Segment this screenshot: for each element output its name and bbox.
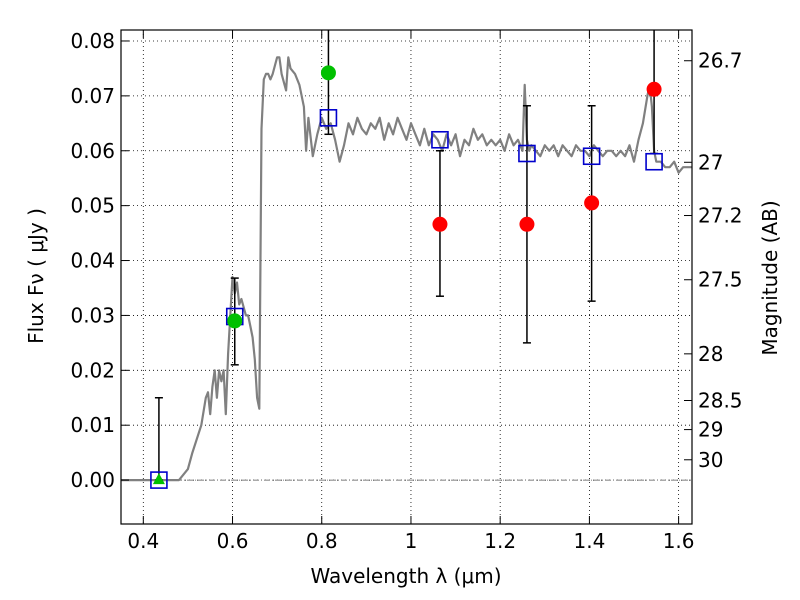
x-tick-label: 1.6 xyxy=(663,529,695,553)
x-axis-label: Wavelength λ (μm) xyxy=(310,564,501,588)
x-tick-label: 0.8 xyxy=(306,529,338,553)
observed-point xyxy=(584,195,600,211)
y-tick-label: 0.02 xyxy=(70,358,115,382)
y-tick-label: 0.04 xyxy=(70,249,115,273)
model-photometry-point xyxy=(518,144,536,163)
x-tick-label: 1 xyxy=(405,529,418,553)
y-tick-label: 0.01 xyxy=(70,413,115,437)
right-tick-label: 28.5 xyxy=(698,389,743,413)
right-tick-label: 27.2 xyxy=(698,204,743,228)
model-photometry-point xyxy=(319,109,338,127)
model-photometry-point xyxy=(582,147,601,166)
x-tick-label: 0.4 xyxy=(127,529,159,553)
model-photometry-point xyxy=(431,130,449,149)
y-tick-label: 0.07 xyxy=(70,84,115,108)
right-tick-label: 30 xyxy=(698,448,723,472)
errorbar-layer xyxy=(154,30,659,481)
right-tick-label: 26.7 xyxy=(698,49,743,73)
y-tick-label: 0.00 xyxy=(70,468,115,492)
y-tick-label: 0.05 xyxy=(70,194,115,218)
observed-point xyxy=(646,81,662,97)
y-axis-label: Flux Fν ( μJy ) xyxy=(24,208,48,344)
right-tick-label: 28 xyxy=(698,342,723,366)
y-tick-label: 0.03 xyxy=(70,303,115,327)
x-tick-label: 1.4 xyxy=(573,529,605,553)
spectrum-line xyxy=(121,56,692,482)
observed-point xyxy=(432,216,448,232)
tick-layer: 0.4 0.6 0.8 1 1.2 1.4 1.6 0.00 0.01 0.02 0.03 0.04 0… xyxy=(70,29,742,553)
y-tick-label: 0.08 xyxy=(70,29,115,53)
marker-layer xyxy=(150,65,663,489)
y-tick-label: 0.06 xyxy=(70,139,115,163)
observed-point xyxy=(227,313,243,329)
right-tick-label: 27.5 xyxy=(698,268,743,292)
right-tick-label: 29 xyxy=(698,418,723,442)
x-tick-label: 0.6 xyxy=(217,529,249,553)
observed-point xyxy=(320,65,336,81)
observed-point xyxy=(519,216,535,232)
grid-layer xyxy=(121,30,692,524)
model-photometry-point xyxy=(645,152,663,171)
spectrum-layer xyxy=(121,56,692,482)
y-axis-label-right: Magnitude (AB) xyxy=(758,200,782,355)
plot-frame xyxy=(120,29,693,525)
upper-limit-point xyxy=(152,473,165,485)
model-photometry-point xyxy=(150,471,168,489)
right-tick-label: 27 xyxy=(698,150,723,174)
x-tick-label: 1.2 xyxy=(484,529,516,553)
